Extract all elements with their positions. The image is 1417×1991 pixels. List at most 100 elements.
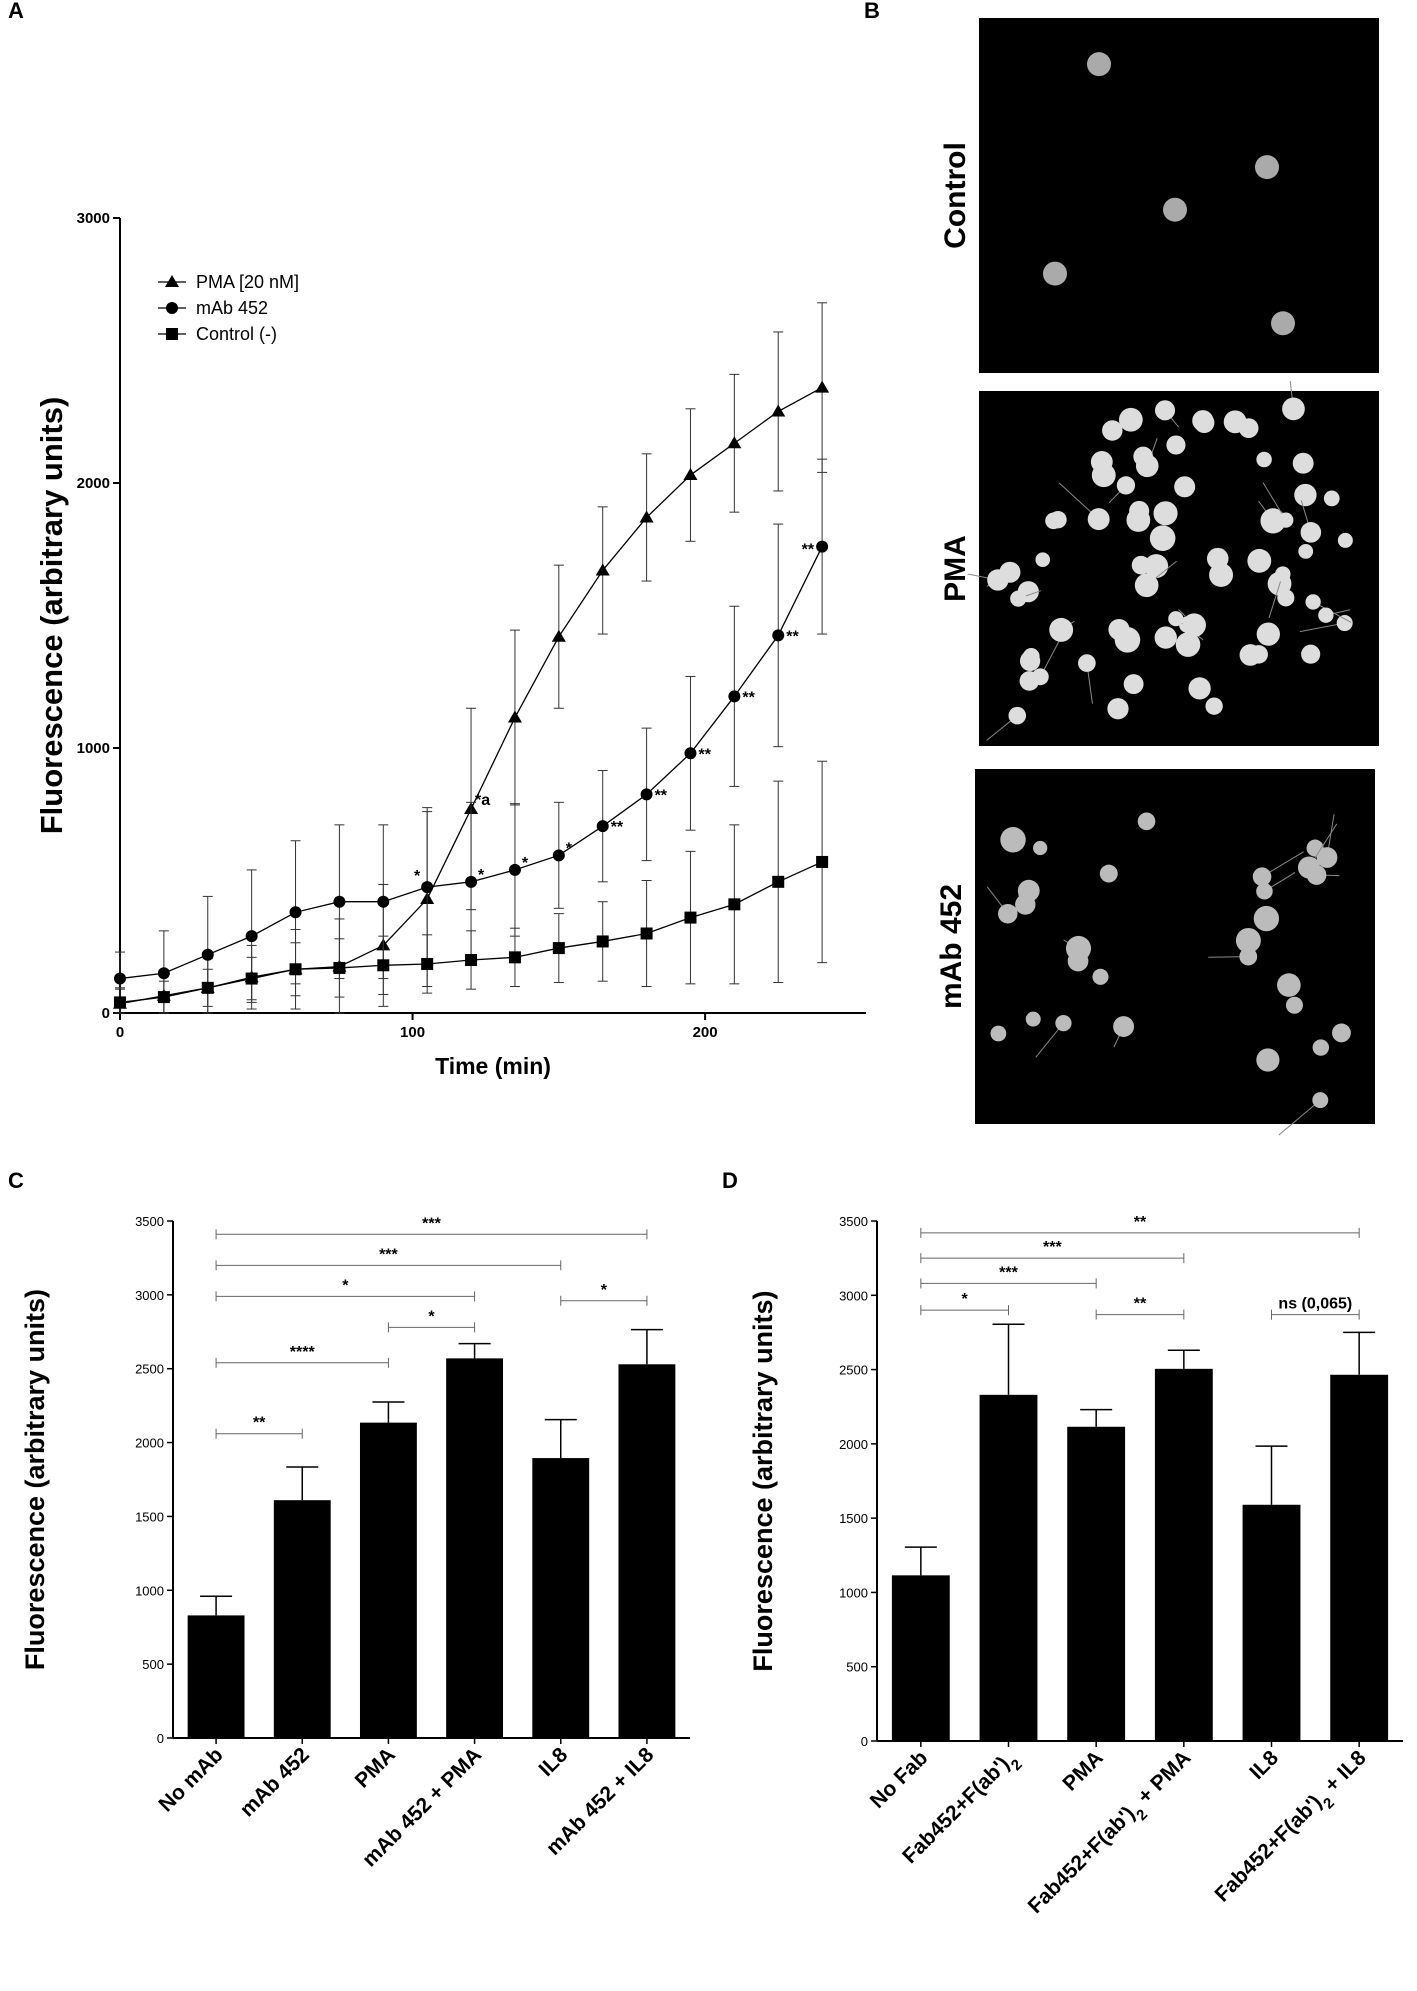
- cell: [1067, 950, 1089, 972]
- cell: [1247, 548, 1272, 573]
- y-tick-label: 1000: [839, 1585, 868, 1600]
- micrograph-0: Control: [939, 18, 1379, 373]
- data-point: [289, 963, 302, 976]
- cell: [1238, 418, 1259, 438]
- x-tick-label: 200: [693, 1024, 718, 1041]
- series-1: * ***************: [114, 458, 829, 1014]
- data-point: [245, 972, 258, 985]
- data-point: [157, 991, 170, 1004]
- cell: [1256, 1048, 1280, 1072]
- data-point: [114, 972, 126, 985]
- significance-label: **: [698, 746, 711, 763]
- data-point: [377, 895, 390, 908]
- cell: [1087, 52, 1111, 77]
- cell: [1282, 397, 1305, 421]
- data-point: [465, 954, 478, 966]
- significance-label: *: [962, 1291, 969, 1308]
- data-point: [333, 895, 346, 908]
- x-tick-label: 0: [116, 1024, 124, 1041]
- cell: [1182, 613, 1206, 637]
- significance-label: **: [1134, 1214, 1147, 1231]
- cell: [1116, 476, 1136, 495]
- bar: [532, 1458, 590, 1738]
- cell: [1113, 1016, 1135, 1037]
- chart-c: 0 500 1000 1500 2000 2500 3000 3500 Fluorescence…: [20, 1214, 690, 1871]
- cell: [1332, 1023, 1351, 1043]
- data-point: [684, 911, 697, 924]
- data-point: [377, 959, 390, 972]
- micrograph-label: Control: [939, 142, 972, 249]
- cell: [1312, 1092, 1329, 1109]
- data-point: [551, 629, 566, 642]
- cell: [1249, 645, 1268, 664]
- cell: [1298, 544, 1314, 559]
- significance-label: ****: [290, 1344, 316, 1361]
- x-axis-label: Time (min): [435, 1053, 551, 1079]
- cell: [1337, 532, 1353, 548]
- cell: [1000, 827, 1026, 853]
- data-point: [596, 935, 609, 948]
- cell: [1134, 573, 1159, 598]
- cell: [1015, 894, 1036, 915]
- data-point: [683, 468, 698, 481]
- cell: [1278, 512, 1294, 528]
- panel-letter-c: C: [8, 1168, 24, 1193]
- y-tick-label: 1000: [77, 740, 110, 757]
- cell: [1090, 451, 1113, 473]
- cell: [1118, 407, 1143, 432]
- significance-label: ***: [1043, 1239, 1062, 1256]
- legend-label: mAb 452: [196, 298, 268, 318]
- y-tick-label: 1000: [135, 1583, 164, 1598]
- significance-label: ns (0,065): [1278, 1296, 1352, 1313]
- bar: [1067, 1426, 1126, 1741]
- data-point: [640, 927, 653, 940]
- cell: [1129, 500, 1150, 521]
- data-point: [508, 863, 521, 876]
- y-tick-label: 2000: [135, 1436, 164, 1451]
- data-point: [465, 875, 478, 888]
- significance-label: **: [253, 1415, 266, 1432]
- data-point: [508, 951, 521, 964]
- y-tick-label: 0: [861, 1734, 868, 1749]
- x-tick-label: 100: [400, 1024, 425, 1041]
- cell: [1049, 510, 1067, 529]
- cell: [1255, 155, 1279, 180]
- cell: [1025, 1011, 1041, 1027]
- cell: [1168, 611, 1184, 627]
- cell: [1275, 566, 1291, 582]
- cell: [1149, 525, 1176, 552]
- net-fiber: [1278, 1099, 1321, 1136]
- cell: [1163, 197, 1187, 222]
- cell: [1033, 840, 1048, 856]
- significance-label: **: [786, 628, 799, 645]
- cell: [987, 569, 1009, 591]
- cell: [1078, 654, 1096, 672]
- series-2: [114, 760, 829, 1014]
- data-point: [816, 540, 829, 553]
- data-point: [596, 820, 609, 833]
- y-tick-label: 500: [142, 1657, 164, 1672]
- bar: [1242, 1504, 1301, 1741]
- category-label: mAb 452: [236, 1743, 314, 1821]
- cell: [1166, 435, 1186, 455]
- significance-label: ***: [379, 1246, 398, 1263]
- data-point: [815, 380, 830, 393]
- data-point: [595, 563, 610, 576]
- data-point: [772, 629, 785, 642]
- significance-label: ***: [422, 1215, 441, 1232]
- cell: [1271, 311, 1295, 336]
- y-tick-label: 3000: [135, 1288, 164, 1303]
- significance-label: **: [1134, 1296, 1147, 1313]
- category-label: IL8: [1245, 1746, 1283, 1784]
- category-label: PMA: [1058, 1746, 1107, 1795]
- category-label: No Fab: [866, 1746, 933, 1813]
- cell: [1285, 996, 1303, 1014]
- cell: [1153, 501, 1178, 526]
- cell: [1277, 973, 1301, 997]
- y-tick-label: 0: [157, 1731, 164, 1746]
- y-tick-label: 1500: [135, 1509, 164, 1524]
- cell: [1323, 490, 1340, 507]
- legend-marker: [166, 302, 178, 314]
- cell: [1154, 626, 1177, 649]
- data-point: [421, 957, 434, 970]
